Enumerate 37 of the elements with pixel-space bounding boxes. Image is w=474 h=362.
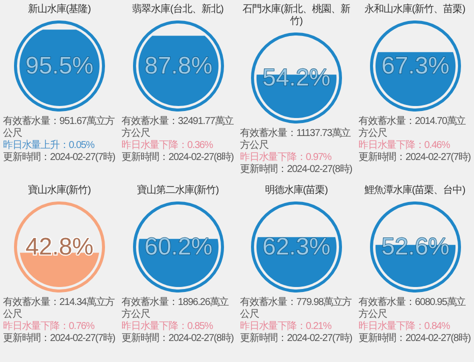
text: 有效蓄水量：11137.73萬立方公尺 — [240, 128, 352, 152]
data-label: 60.2% — [144, 234, 212, 260]
text: 有效蓄水量：2014.70萬立方公尺 — [358, 116, 467, 140]
text: 昨日水量下降：0.36% — [122, 140, 214, 152]
text: 寶山水庫(新竹) — [26, 185, 92, 197]
text: 更新時間：2024-02-27(7時) — [358, 152, 472, 164]
text: 昨日水量下降：0.46% — [358, 140, 451, 152]
data-label: 67.3% — [380, 52, 450, 80]
text: 新山水庫(基隆) — [26, 4, 92, 16]
text: 翡翠水庫(台北、新北) — [131, 4, 224, 16]
text: 昨日水量上升：0.05% — [3, 140, 96, 152]
text: 更新時間：2024-02-27(8時) — [240, 164, 353, 176]
text: 昨日水量下降：0.21% — [240, 321, 332, 332]
text: 更新時間：2024-02-27(8時) — [358, 333, 472, 345]
text: 更新時間：2024-02-27(8時) — [122, 152, 234, 164]
text: 昨日水量下降：0.85% — [122, 321, 214, 332]
text: 鯉魚潭水庫(苗栗、台中) — [363, 185, 466, 197]
text: 更新時間：2024-02-27(7時) — [3, 152, 116, 164]
text: 昨日水量下降：0.84% — [358, 321, 451, 332]
text: 更新時間：2024-02-27(8時) — [122, 333, 234, 345]
text: 寶山第二水庫(新竹) — [136, 185, 220, 197]
text: 有效蓄水量：951.67萬立方公尺 — [3, 116, 116, 140]
text: 有效蓄水量：1896.26萬立方公尺 — [122, 297, 230, 320]
text: 昨日水量下降：0.97% — [240, 152, 332, 164]
text: 更新時間：2024-02-27(7時) — [3, 333, 116, 345]
text: 有效蓄水量：779.98萬立方公尺 — [240, 297, 353, 320]
text: 永和山水庫(新竹、苗栗) — [363, 4, 466, 16]
text: 有效蓄水量：6080.95萬立方公尺 — [358, 297, 467, 320]
text: 石門水庫(新北、桃園、新竹) — [242, 4, 351, 28]
data-label: 95.5% — [25, 52, 94, 80]
data-label: 87.8% — [144, 52, 212, 80]
text: 昨日水量下降：0.76% — [3, 321, 96, 332]
data-label: 62.3% — [262, 234, 331, 260]
text: 有效蓄水量：214.34萬立方公尺 — [3, 297, 116, 320]
text: 明德水庫(苗栗) — [264, 185, 329, 197]
text: 有效蓄水量：32491.77萬立方公尺 — [122, 116, 235, 140]
text: 更新時間：2024-02-27(7時) — [240, 333, 353, 345]
